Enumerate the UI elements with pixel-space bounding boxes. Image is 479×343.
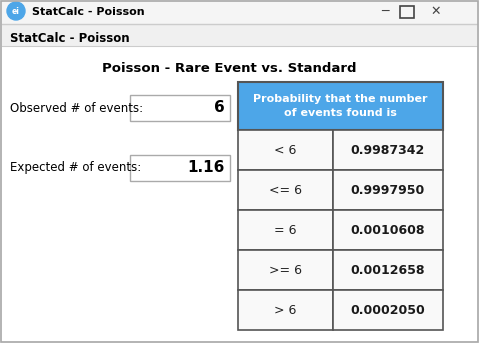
Bar [130, 95, 230, 121]
Text: ✕: ✕ [431, 4, 441, 17]
Bar [333, 290, 443, 330]
Bar [238, 290, 333, 330]
Text: 0.0012658: 0.0012658 [351, 263, 425, 276]
Bar [333, 130, 443, 170]
Text: >= 6: >= 6 [269, 263, 302, 276]
Bar [238, 130, 333, 170]
Text: ei: ei [12, 7, 20, 16]
Bar [400, 6, 414, 18]
Text: 0.0010608: 0.0010608 [351, 224, 425, 237]
Bar [2, 2, 477, 24]
Text: 0.0002050: 0.0002050 [351, 304, 425, 317]
Text: Probability that the number
of events found is: Probability that the number of events fo… [253, 94, 428, 118]
Text: = 6: = 6 [274, 224, 297, 237]
Bar [333, 210, 443, 250]
Text: Expected # of events:: Expected # of events: [10, 162, 141, 175]
Text: Observed # of events:: Observed # of events: [10, 102, 143, 115]
Text: 0.9987342: 0.9987342 [351, 143, 425, 156]
Bar [238, 210, 333, 250]
Bar [333, 250, 443, 290]
Text: < 6: < 6 [274, 143, 297, 156]
Bar [238, 250, 333, 290]
Bar [130, 155, 230, 181]
Text: StatCalc - Poisson: StatCalc - Poisson [10, 32, 130, 45]
Text: > 6: > 6 [274, 304, 297, 317]
Text: 0.9997950: 0.9997950 [351, 184, 425, 197]
Bar [238, 170, 333, 210]
Text: 6: 6 [214, 100, 225, 116]
Text: 1.16: 1.16 [188, 161, 225, 176]
Text: ─: ─ [381, 4, 389, 17]
Text: StatCalc - Poisson: StatCalc - Poisson [32, 7, 145, 17]
Bar [238, 82, 443, 130]
Text: Poisson - Rare Event vs. Standard: Poisson - Rare Event vs. Standard [102, 61, 357, 74]
Text: <= 6: <= 6 [269, 184, 302, 197]
Bar [2, 46, 477, 341]
Bar [333, 170, 443, 210]
Circle shape [7, 2, 25, 20]
